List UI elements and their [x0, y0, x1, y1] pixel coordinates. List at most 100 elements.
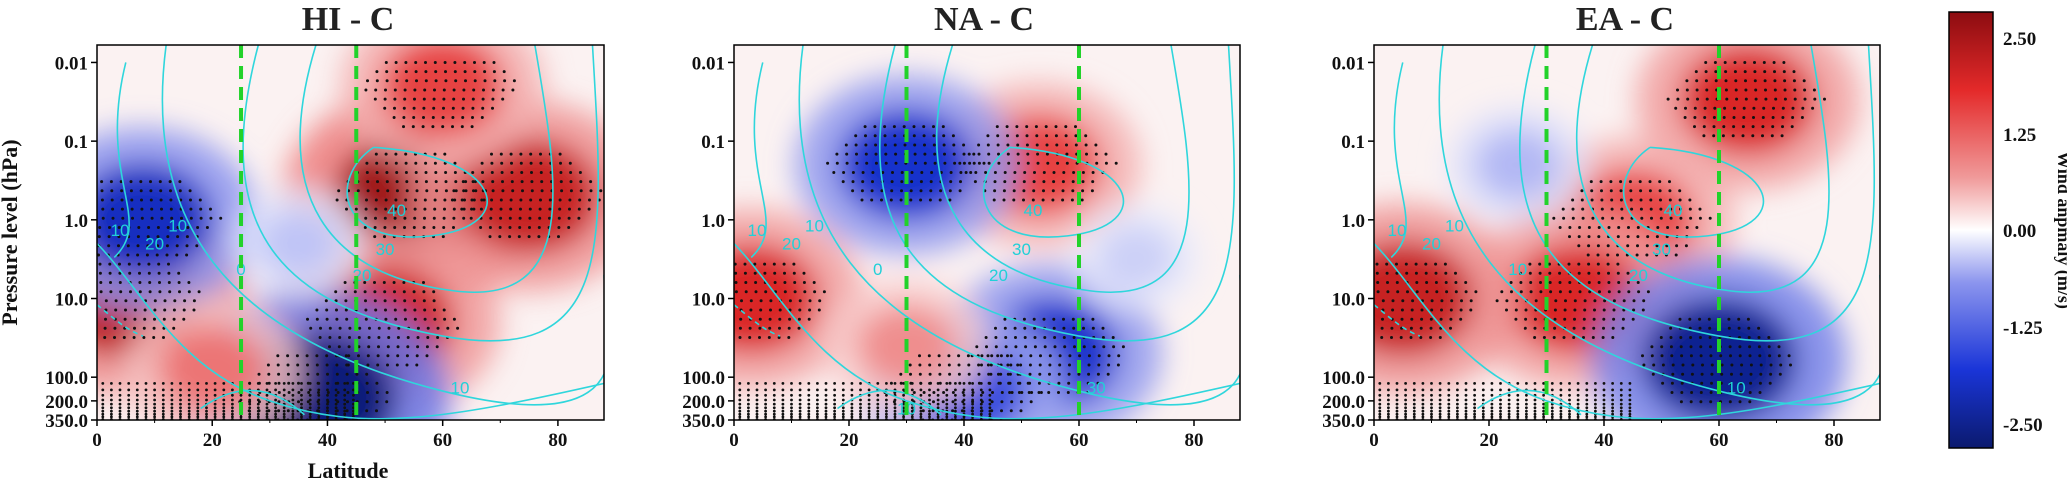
- stipple-dot: [1447, 402, 1451, 406]
- stipple-dot: [1507, 388, 1511, 392]
- stipple-dot: [949, 180, 953, 184]
- stipple-dot: [1552, 216, 1556, 220]
- stipple-dot: [999, 372, 1003, 376]
- stipple-dot: [110, 415, 113, 419]
- stipple-dot: [413, 308, 417, 312]
- stipple-dot: [1619, 406, 1623, 410]
- stipple-dot: [196, 402, 200, 406]
- stipple-dot: [170, 388, 174, 392]
- stipple-dot: [135, 398, 139, 402]
- stipple-dot: [375, 381, 379, 385]
- stipple-dot: [1748, 391, 1752, 394]
- stipple-dot: [987, 372, 991, 376]
- stipple-dot: [1101, 326, 1105, 330]
- stipple-dot: [315, 308, 319, 312]
- stipple-dot: [1649, 198, 1653, 202]
- stipple-dot: [744, 281, 748, 284]
- stipple-dot: [1704, 70, 1708, 74]
- stipple-dot: [1033, 326, 1037, 330]
- stipple-dot: [422, 97, 426, 101]
- stipple-dot: [1602, 398, 1606, 402]
- stipple-dot: [326, 402, 329, 406]
- stipple-dot: [1783, 79, 1787, 83]
- stipple-dot: [1698, 216, 1702, 220]
- stipple-dot: [974, 171, 978, 174]
- contour-label-4: 10: [111, 221, 130, 240]
- stipple-dot: [1009, 409, 1013, 413]
- stipple-dot: [185, 253, 189, 257]
- stipple-dot: [790, 402, 793, 406]
- stipple-dot: [363, 281, 367, 284]
- stipple-dot: [1611, 382, 1614, 385]
- stipple-dot: [145, 253, 149, 257]
- stipple-dot: [979, 393, 983, 397]
- stipple-dot: [1016, 152, 1020, 156]
- stipple-dot: [403, 226, 406, 229]
- stipple-dot: [1738, 391, 1742, 394]
- stipple-dot: [864, 143, 868, 147]
- stipple-dot: [133, 308, 137, 312]
- stipple-dot: [118, 409, 122, 413]
- stipple-dot: [968, 161, 972, 165]
- stipple-dot: [1438, 393, 1442, 397]
- stipple-dot: [343, 382, 347, 385]
- stipple-dot: [1065, 161, 1069, 165]
- stipple-dot: [1751, 134, 1755, 138]
- x-tick-label-4: 80: [1825, 430, 1844, 451]
- stipple-dot: [344, 299, 348, 303]
- stipple-dot: [755, 409, 759, 413]
- stipple-dot: [1025, 125, 1029, 129]
- stipple-dot: [855, 161, 859, 165]
- stipple-dot: [1719, 354, 1723, 358]
- contour-label-5: 10: [168, 216, 187, 235]
- stipple-dot: [394, 207, 397, 211]
- stipple-dot: [1793, 88, 1797, 92]
- stipple-dot: [1597, 226, 1601, 229]
- stipple-dot: [1444, 281, 1448, 284]
- stipple-dot: [471, 97, 475, 101]
- stipple-dot: [807, 406, 811, 410]
- stipple-dot: [942, 134, 946, 138]
- stipple-dot: [1028, 372, 1032, 376]
- stipple-dot: [1728, 345, 1732, 349]
- stipple-dot: [384, 308, 387, 312]
- stipple-dot: [986, 363, 990, 367]
- stipple-dot: [850, 402, 854, 406]
- stipple-dot: [433, 88, 436, 92]
- stipple-dot: [1690, 372, 1694, 376]
- stipple-dot: [461, 116, 465, 119]
- stipple-dot: [958, 161, 962, 165]
- stipple-dot: [1430, 382, 1433, 385]
- stipple-dot: [274, 409, 277, 413]
- stipple-dot: [1023, 326, 1027, 330]
- stipple-dot: [248, 398, 252, 402]
- stipple-dot: [296, 363, 300, 367]
- stipple-dot: [326, 409, 329, 413]
- stipple-dot: [1525, 415, 1528, 419]
- stipple-dot: [1585, 393, 1589, 397]
- stipple-dot: [345, 317, 349, 321]
- stipple-dot: [928, 415, 931, 419]
- stipple-dot: [1609, 189, 1613, 193]
- stipple-dot: [1591, 216, 1595, 220]
- stipple-dot: [958, 381, 962, 385]
- stipple-dot: [138, 281, 142, 284]
- stipple-dot: [854, 143, 858, 147]
- stipple-dot: [120, 189, 124, 193]
- stipple-dot: [772, 415, 776, 419]
- stipple-dot: [1052, 317, 1056, 321]
- stipple-dot: [187, 382, 191, 385]
- contour-line-0: [983, 146, 1125, 238]
- stipple-dot: [1581, 216, 1585, 220]
- stipple-dot: [1619, 412, 1623, 416]
- stipple-dot: [1621, 317, 1625, 321]
- stipple-dot: [127, 409, 131, 413]
- stipple-dot: [375, 70, 379, 74]
- stipple-dot: [1690, 391, 1694, 394]
- x-tick-label-0: 0: [1369, 430, 1379, 451]
- stipple-dot: [1525, 382, 1528, 385]
- stipple-dot: [912, 125, 916, 129]
- stipple-dot: [912, 391, 916, 394]
- stipple-dot: [923, 152, 927, 156]
- x-tick-label-3: 60: [1070, 430, 1089, 451]
